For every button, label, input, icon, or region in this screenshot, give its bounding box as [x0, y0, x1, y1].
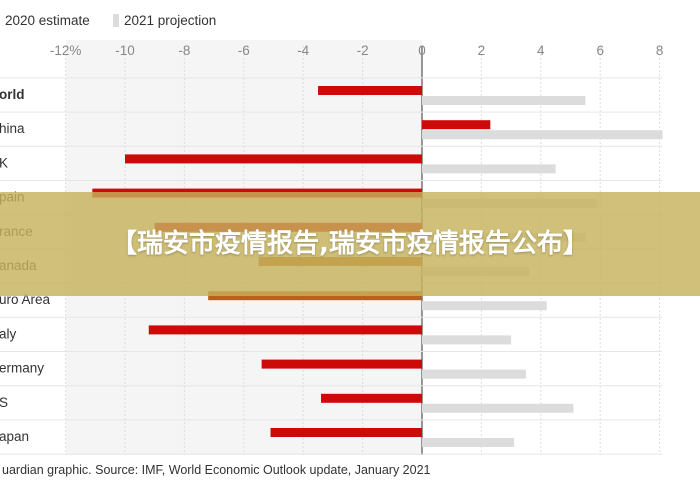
overlay-banner: 【瑞安市疫情报告,瑞安市疫情报告公布】: [0, 192, 700, 296]
x-axis: -12% -10 -8 -6 -4 -2 0 2 4 6 8: [50, 43, 664, 58]
category-label-7: aly: [0, 326, 17, 341]
x-tick-label-6: 0: [418, 43, 426, 58]
x-tick-label-8: 4: [537, 43, 545, 58]
category-label-10: apan: [0, 429, 29, 444]
x-tick-label-4: -4: [297, 43, 309, 58]
x-tick-label-2: -8: [178, 43, 190, 58]
chart-legend: 2020 estimate 2021 projection: [5, 13, 216, 28]
bar-2020-germany: [261, 359, 422, 369]
bar-2021-uk: [422, 164, 556, 174]
bar-2021-italy: [422, 335, 512, 345]
bar-2021-euro-area: [422, 301, 547, 311]
bar-2020-japan: [270, 428, 422, 437]
bar-2021-germany: [422, 369, 526, 379]
x-tick-label-7: 2: [478, 43, 486, 58]
category-label-8: ermany: [0, 361, 44, 376]
legend-label-1: 2021 projection: [124, 13, 216, 28]
x-tick-label-0: -12%: [50, 43, 82, 58]
source-note: uardian graphic. Source: IMF, World Econ…: [2, 463, 431, 477]
bar-2021-us: [422, 403, 574, 413]
category-label-0: orld: [0, 87, 25, 102]
bar-2021-japan: [422, 438, 515, 447]
legend-label-0: 2020 estimate: [5, 13, 90, 28]
bar-2020-uk: [125, 154, 422, 164]
category-label-2: K: [0, 155, 8, 170]
overlay-banner-text: 【瑞安市疫情报告,瑞安市疫情报告公布】: [111, 229, 589, 259]
x-tick-label-3: -6: [238, 43, 250, 58]
x-tick-label-5: -2: [357, 43, 369, 58]
bar-2020-us: [321, 393, 422, 403]
category-label-9: S: [0, 395, 8, 410]
category-label-1: hina: [0, 121, 25, 136]
bar-2020-china: [422, 120, 491, 130]
bar-2021-china: [422, 130, 663, 140]
bar-2020-italy: [148, 325, 422, 335]
x-tick-label-1: -10: [115, 43, 135, 58]
x-tick-label-9: 6: [596, 43, 604, 58]
legend-swatch-1: [113, 14, 119, 27]
bar-2021-world: [422, 96, 586, 105]
x-tick-label-10: 8: [656, 43, 664, 58]
bar-2020-world: [318, 86, 422, 95]
